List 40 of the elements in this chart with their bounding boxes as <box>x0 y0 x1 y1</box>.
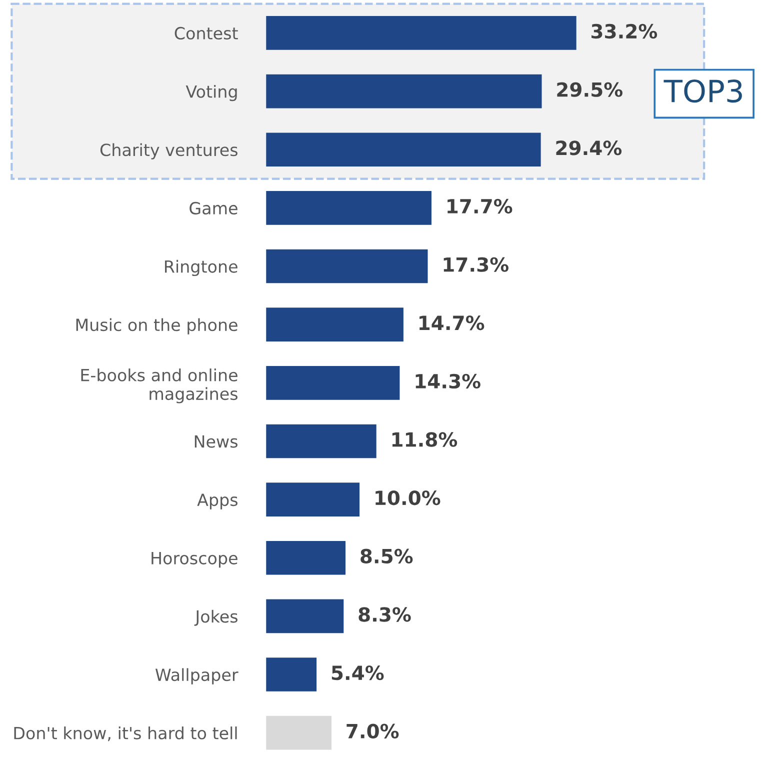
bar <box>266 366 400 400</box>
bar <box>266 540 346 575</box>
data-label: 8.5% <box>360 548 413 564</box>
data-label: 17.3% <box>444 257 508 272</box>
data-label: 29.5% <box>557 82 622 97</box>
bar <box>266 482 360 516</box>
y-tick-label: Game <box>190 202 238 215</box>
y-tick-label: E-books and online magazines <box>81 368 238 404</box>
data-label: 14.3% <box>416 374 480 389</box>
data-label: 5.4% <box>332 665 384 680</box>
data-label: 17.7% <box>448 198 512 214</box>
bar <box>266 16 576 50</box>
y-tick-label: Don't know, it's hard to tell <box>14 726 237 742</box>
data-label: 11.8% <box>392 432 458 447</box>
bar <box>266 191 432 225</box>
bar <box>266 716 332 750</box>
bar <box>266 658 317 692</box>
y-tick-label: Horoscope <box>152 552 238 568</box>
band-label: TOP3 <box>664 79 742 103</box>
y-tick-label: Apps <box>197 494 238 510</box>
y-tick-label: Voting <box>186 84 237 102</box>
data-label: 14.7% <box>420 316 484 330</box>
y-tick-label: Ringtone <box>165 260 238 276</box>
y-tick-label: Wallpaper <box>155 668 238 684</box>
bar <box>266 249 428 284</box>
y-tick-label: Charity ventures <box>100 143 238 160</box>
data-label: 10.0% <box>376 490 440 506</box>
y-tick-label: Jokes <box>194 610 238 626</box>
bar <box>266 132 541 167</box>
data-label: 7.0% <box>346 724 399 738</box>
y-tick-label: News <box>194 435 238 448</box>
bar <box>266 424 376 458</box>
y-tick-label: Music on the phone <box>76 318 238 334</box>
data-label: 29.4% <box>556 140 622 156</box>
bar <box>266 308 404 342</box>
y-tick-label: Contest <box>174 26 238 40</box>
bar <box>266 74 542 108</box>
bar <box>266 599 344 634</box>
data-label: 8.3% <box>358 607 411 622</box>
data-label: 33.2% <box>592 24 658 39</box>
